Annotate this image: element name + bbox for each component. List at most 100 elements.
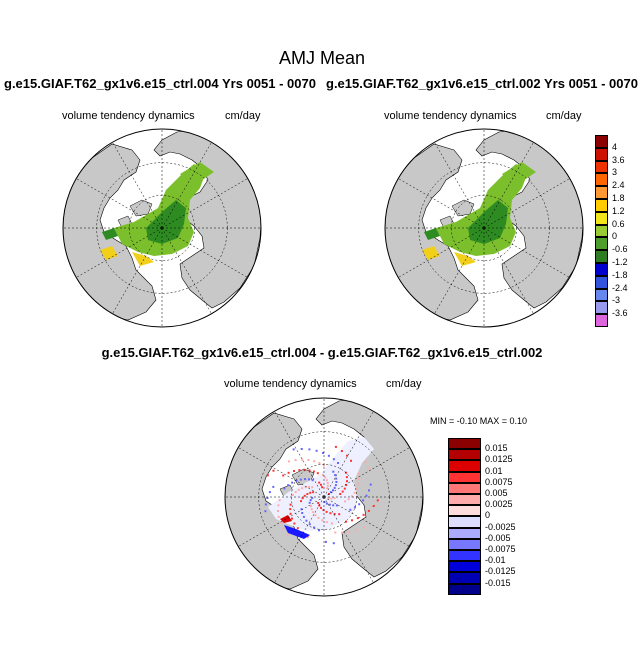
diff-speckle	[278, 499, 281, 502]
diff-speckle	[321, 486, 324, 489]
minmax-label: MIN = -0.10 MAX = 0.10	[430, 416, 528, 426]
diff-speckle	[301, 512, 304, 514]
diff-speckle	[326, 484, 329, 487]
colorbar-tick-label: 0.01	[485, 465, 503, 476]
meridian-line	[238, 496, 325, 547]
meridian-line	[323, 496, 410, 547]
diff-speckle	[264, 510, 267, 513]
diff-speckle	[363, 526, 365, 529]
colorbar-swatch	[448, 494, 481, 506]
diff-negative-band	[284, 525, 310, 539]
diff-speckle	[309, 491, 312, 494]
diff-speckle	[293, 522, 296, 525]
diff-speckle	[294, 459, 297, 462]
colorbar-swatch	[448, 438, 481, 450]
map-content	[385, 129, 583, 327]
polar-map-right	[384, 128, 584, 328]
diff-speckle	[283, 487, 286, 490]
diff-speckle	[357, 483, 360, 485]
colorbar-swatch	[595, 288, 608, 302]
diff-speckle	[322, 464, 325, 467]
diff-speckle	[315, 449, 318, 452]
map-border	[224, 397, 424, 597]
sea-ice-field-dark	[146, 200, 186, 244]
meridian-line	[398, 227, 485, 278]
diff-speckle	[305, 519, 308, 522]
diff-panel-units: cm/day	[386, 378, 422, 390]
diff-speckle	[364, 461, 367, 464]
diff-speckle	[356, 517, 359, 520]
colorbar-tick-label: -3.6	[612, 308, 628, 319]
diff-speckle	[308, 448, 311, 451]
panel-right-title: g.e15.GIAF.T62_gx1v6.e15_ctrl.002 Yrs 00…	[326, 76, 638, 91]
diff-speckle	[353, 491, 356, 494]
diff-speckle	[355, 487, 358, 490]
colorbar-swatch	[595, 224, 608, 238]
diff-speckle	[341, 531, 344, 534]
diff-speckle	[311, 496, 314, 499]
diff-speckle	[357, 478, 360, 480]
colorbar-tick-label: -2.4	[612, 282, 628, 293]
meridian-line	[483, 142, 534, 229]
diff-speckle	[272, 469, 275, 472]
meridian-line	[76, 178, 163, 229]
map-content	[63, 129, 261, 327]
colorbar-tick-label: -0.0125	[485, 566, 516, 577]
colorbar-tick-label: -0.01	[485, 555, 506, 566]
meridian-line	[434, 227, 485, 314]
diff-speckle	[289, 508, 292, 511]
polar-map-left	[62, 128, 262, 328]
diff-speckle	[325, 510, 328, 513]
diff-speckle	[277, 515, 280, 518]
sea-ice-hudson	[100, 246, 118, 260]
colorbar-swatch	[595, 173, 608, 187]
diff-speckle	[312, 511, 315, 514]
diff-speckle	[318, 462, 321, 464]
panel-left-title: g.e15.GIAF.T62_gx1v6.e15_ctrl.004 Yrs 00…	[4, 76, 316, 91]
colorbar-tick-label: 2.4	[612, 180, 625, 191]
diff-speckle	[338, 513, 341, 516]
diff-speckle	[332, 458, 335, 461]
diff-speckle	[301, 458, 304, 461]
diff-speckle	[350, 459, 352, 462]
diff-speckle	[347, 498, 350, 501]
meridian-line	[323, 496, 374, 583]
meridian-line	[323, 411, 374, 498]
diff-speckle	[344, 500, 347, 503]
landmass-eurasia	[153, 129, 261, 309]
diff-speckle	[346, 480, 348, 483]
diff-speckle	[301, 487, 304, 490]
diff-speckle	[330, 497, 333, 500]
colorbar-swatch	[595, 135, 608, 148]
diff-speckle	[322, 509, 325, 512]
meridian-line	[274, 496, 325, 583]
diff-speckle	[367, 509, 370, 512]
diff-speckle	[322, 473, 324, 476]
sea-ice-east-siberian	[502, 162, 536, 182]
colorbar-swatch	[595, 160, 608, 174]
diff-speckle	[320, 483, 322, 486]
colorbar-tick-label: 0.0025	[485, 499, 513, 510]
diff-speckle	[328, 503, 331, 506]
diff-speckle	[335, 481, 338, 483]
diff-speckle	[335, 477, 338, 480]
diff-speckle	[318, 481, 321, 484]
meridian-line	[238, 447, 325, 498]
panel-right-variable: volume tendency dynamics	[384, 110, 517, 122]
colorbar-swatch	[595, 263, 608, 276]
colorbar-tick-label: 0.0125	[485, 454, 513, 465]
sea-ice-archipelago	[102, 228, 118, 240]
meridian-line	[274, 411, 325, 498]
colorbar-tick-label: 0.005	[485, 488, 508, 498]
diff-speckle	[300, 508, 303, 511]
colorbar-swatch	[448, 561, 481, 573]
sea-ice-field-light	[114, 164, 206, 256]
diff-speckle	[334, 474, 337, 477]
figure-title: AMJ Mean	[278, 48, 366, 68]
meridian-line	[483, 178, 570, 229]
sea-ice-field-dark	[468, 200, 508, 244]
diff-speckle	[306, 493, 309, 495]
diff-speckle	[296, 527, 299, 530]
diff-speckle	[301, 497, 304, 500]
diff-speckle	[282, 527, 285, 530]
